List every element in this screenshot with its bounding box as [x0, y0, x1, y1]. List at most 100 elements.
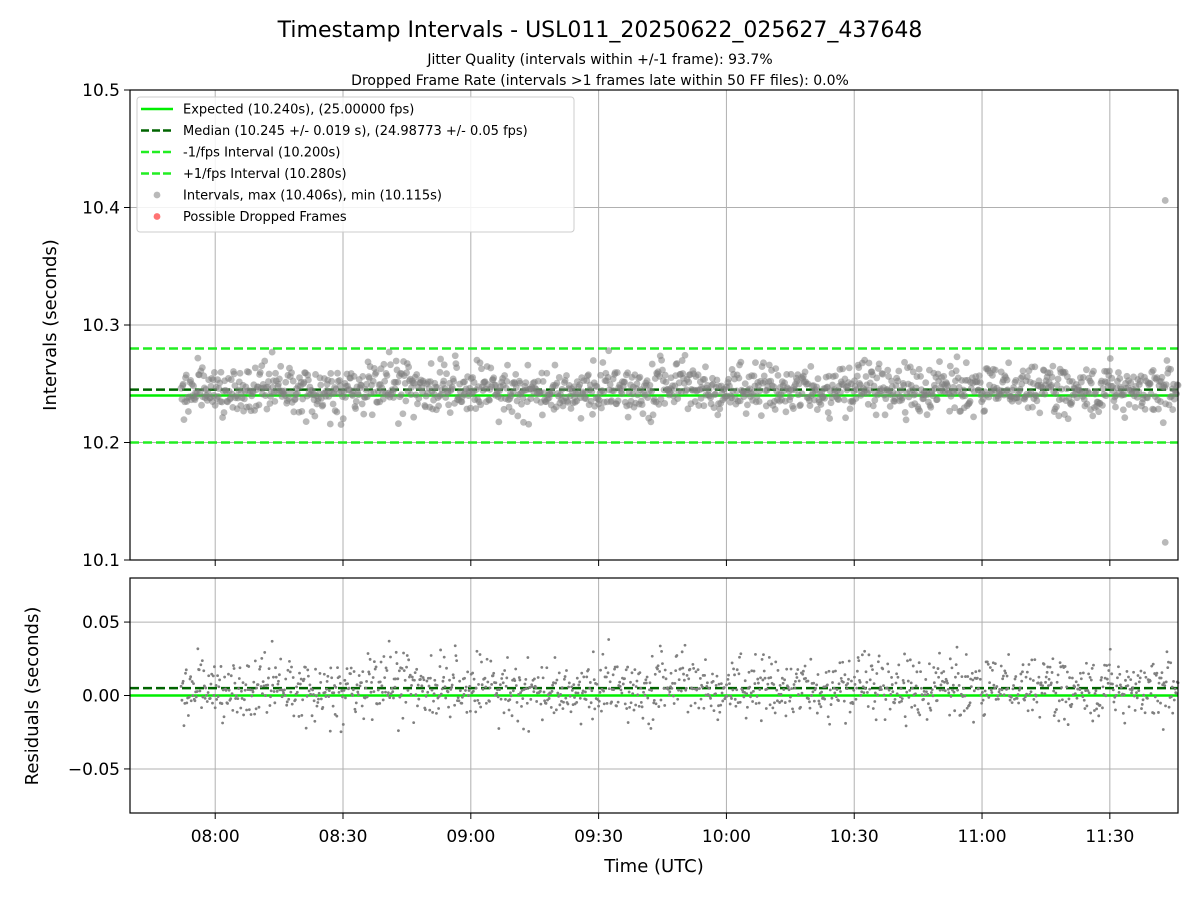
interval-point [694, 371, 702, 379]
residual-point [1083, 707, 1087, 710]
residual-point [1046, 665, 1050, 669]
residual-point [1103, 663, 1106, 667]
interval-point [917, 372, 924, 380]
residual-point [749, 691, 753, 695]
residual-point [747, 670, 751, 674]
residual-point [810, 694, 813, 697]
residual-point [783, 678, 786, 682]
residual-point [1127, 705, 1131, 709]
residual-point [231, 708, 235, 712]
interval-point [879, 370, 887, 378]
residual-point [867, 653, 871, 657]
residual-point [535, 700, 539, 703]
residual-point [393, 685, 397, 689]
residual-point [981, 698, 985, 702]
interval-point [472, 405, 480, 413]
interval-point [737, 358, 745, 366]
interval-point [1165, 401, 1173, 409]
residual-point [479, 705, 483, 709]
residual-point [453, 644, 457, 648]
residual-point [632, 708, 636, 712]
residual-point [792, 683, 796, 686]
residual-point [365, 695, 369, 699]
residual-point [871, 707, 875, 710]
residual-point [684, 686, 688, 690]
residual-point [216, 674, 219, 678]
interval-point [1073, 394, 1081, 402]
interval-point [1085, 389, 1093, 397]
residual-point [1157, 711, 1160, 714]
residual-point [506, 656, 509, 659]
residual-point [923, 693, 927, 697]
residual-point [636, 693, 640, 697]
residual-point [446, 690, 450, 694]
interval-point [287, 389, 295, 397]
interval-point [755, 398, 763, 405]
x-tick-label: 10:30 [830, 827, 879, 847]
interval-point [700, 402, 708, 410]
residual-point [516, 719, 520, 723]
residual-point [394, 650, 398, 654]
residual-point [562, 677, 566, 681]
residual-point [898, 700, 901, 704]
residual-point [761, 678, 765, 682]
residual-point [731, 688, 735, 692]
residual-point [940, 671, 944, 675]
residual-point [705, 681, 709, 685]
residual-point [997, 690, 1001, 694]
interval-point [311, 412, 319, 420]
residuals-y-tick-label: 0.00 [82, 687, 120, 707]
interval-point [539, 378, 547, 385]
residual-point [829, 703, 833, 706]
residual-point [1020, 679, 1024, 683]
interval-point [339, 415, 347, 423]
residual-point [1105, 664, 1109, 667]
residual-point [410, 675, 414, 679]
residual-point [563, 675, 567, 678]
residual-point [914, 692, 917, 696]
residual-point [397, 669, 401, 673]
interval-point [490, 374, 498, 382]
residual-point [1041, 684, 1045, 688]
residual-point [243, 688, 247, 692]
residual-point [457, 699, 461, 703]
residual-point [668, 690, 672, 694]
residual-point [858, 680, 862, 684]
residual-point [296, 682, 300, 686]
residual-point [1140, 703, 1144, 706]
residual-point [467, 689, 471, 692]
interval-point [446, 409, 454, 417]
residual-point [966, 675, 970, 678]
residual-point [734, 704, 738, 708]
residual-point [292, 714, 296, 718]
residual-point [279, 657, 283, 661]
interval-point [1146, 380, 1154, 388]
residual-point [781, 681, 785, 685]
residual-point [195, 690, 199, 693]
interval-point [261, 357, 269, 365]
residual-point [364, 686, 368, 690]
residual-point [860, 653, 864, 657]
residual-point [422, 678, 426, 682]
interval-point [251, 364, 259, 372]
residual-point [888, 707, 892, 711]
residual-point [370, 680, 373, 684]
residual-point [419, 677, 422, 681]
interval-point [684, 405, 692, 413]
interval-point [806, 402, 814, 410]
residual-point [779, 692, 783, 696]
residual-point [987, 696, 991, 699]
residual-point [1073, 685, 1077, 689]
residual-point [653, 672, 657, 676]
residual-point [974, 670, 978, 674]
residual-point [815, 683, 819, 687]
interval-point [440, 361, 448, 369]
residual-point [544, 701, 548, 705]
residual-point [673, 681, 677, 685]
interval-point [685, 378, 693, 386]
residual-point [782, 688, 786, 691]
residual-point [893, 698, 897, 701]
residual-point [756, 681, 760, 685]
interval-point [1052, 390, 1060, 397]
residual-point [484, 685, 488, 689]
